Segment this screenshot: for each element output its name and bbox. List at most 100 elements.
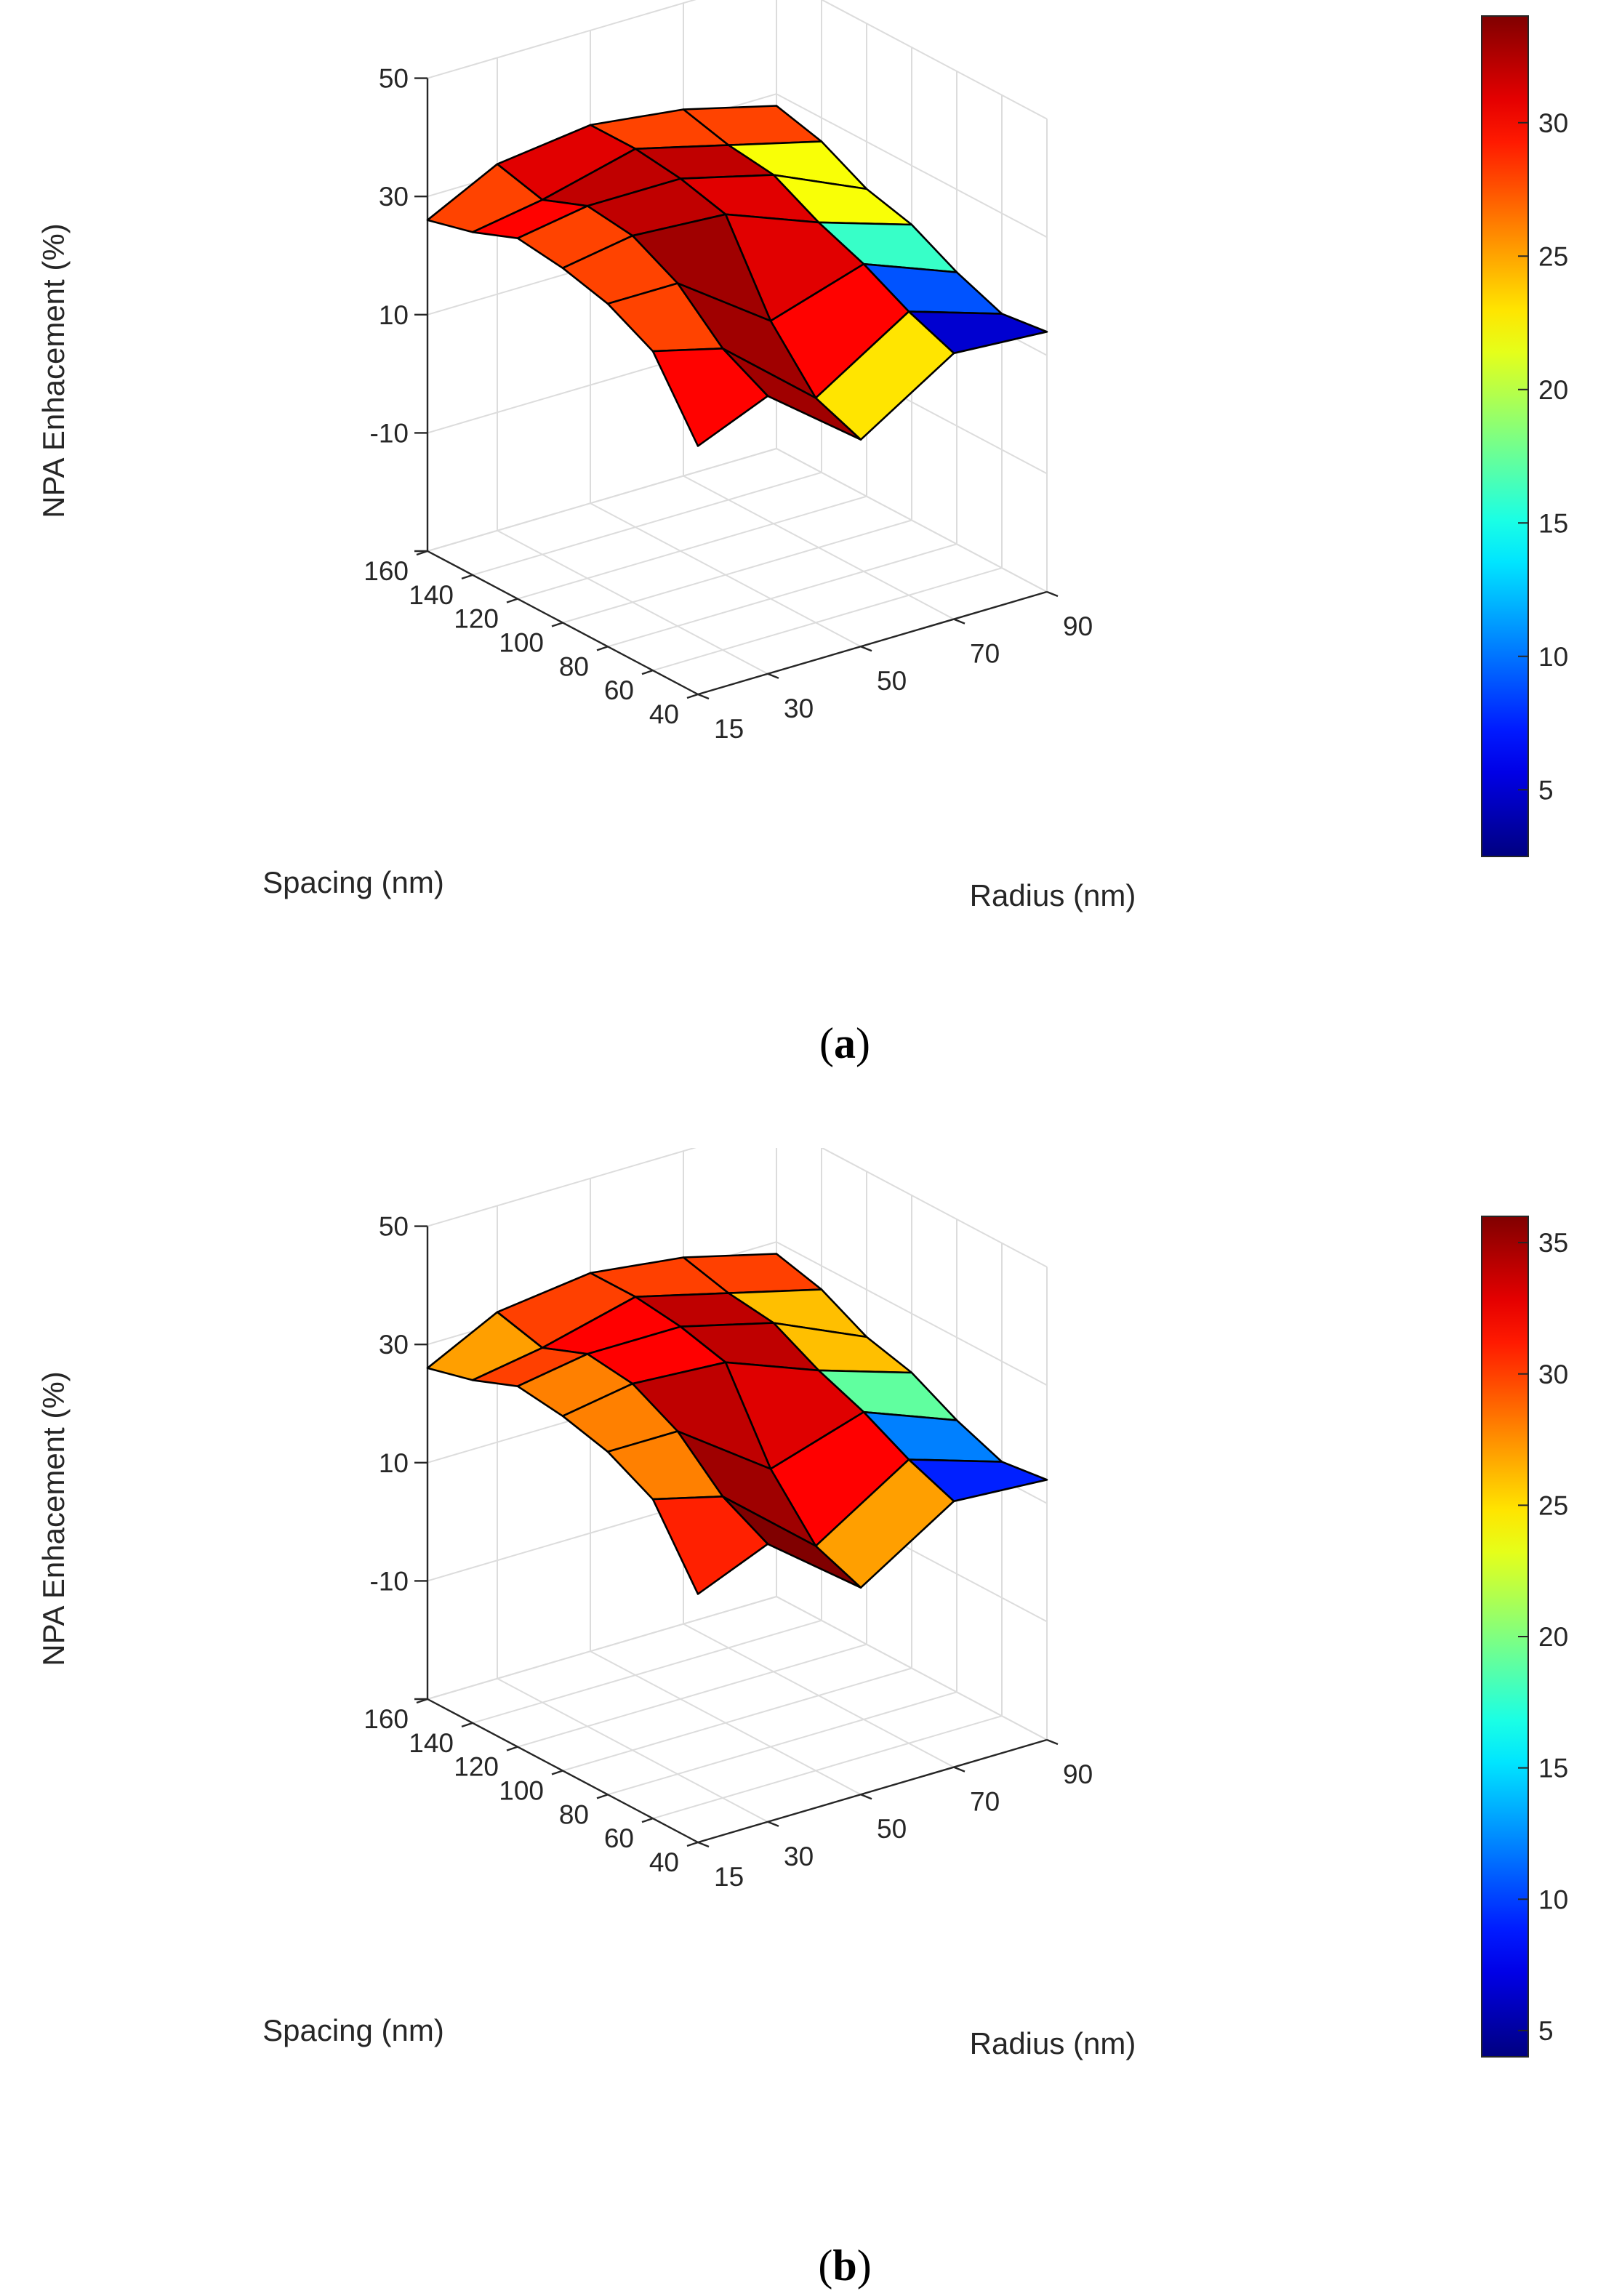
radius-tick-mark — [953, 618, 965, 625]
spacing-tick-label: 40 — [649, 1847, 679, 1877]
radius-tick-mark — [767, 673, 779, 679]
radius-tick-label: 30 — [784, 1842, 814, 1871]
colorbar: 35 30 25 20 15 10 5 — [1481, 1216, 1568, 2058]
radius-tick-label: 50 — [877, 666, 907, 696]
caption-letter: a — [834, 1019, 856, 1067]
colorbar-tick-label: 15 — [1538, 1754, 1568, 1783]
spacing-axis-title: Spacing (nm) — [262, 865, 444, 899]
radius-tick-label: 50 — [877, 1814, 907, 1844]
radius-tick-label: 90 — [1063, 611, 1093, 641]
colorbar-gradient — [1481, 15, 1529, 857]
z-tick-label: 50 — [379, 64, 409, 94]
z-tick-label: 10 — [379, 300, 409, 330]
z-axis-title: NPA Enhacement (%) — [36, 1371, 71, 1666]
radius-tick-mark — [767, 1821, 779, 1827]
z-tick-label: -10 — [370, 1566, 409, 1596]
colorbar-tick-label: 30 — [1538, 108, 1568, 138]
caption-letter: b — [832, 2241, 856, 2289]
colorbar-tick-label: 30 — [1538, 1360, 1568, 1389]
grid-line — [652, 567, 1003, 672]
radius-tick-mark — [697, 693, 710, 700]
radius-tick-mark — [1046, 1738, 1059, 1746]
grid-line — [607, 543, 957, 648]
spacing-tick-mark — [641, 670, 654, 675]
spacing-tick-mark — [686, 693, 699, 699]
colorbar: 30 25 20 15 10 5 — [1481, 15, 1568, 857]
colorbar-tick-label: 25 — [1538, 1490, 1568, 1520]
radius-tick-label: 70 — [970, 1787, 1000, 1817]
grid-line — [427, 448, 777, 552]
grid-line — [472, 471, 822, 576]
colorbar-tick-label: 25 — [1538, 241, 1568, 271]
spacing-tick-label: 120 — [454, 1752, 499, 1782]
grid-line — [562, 519, 912, 624]
radius-tick-mark — [860, 1794, 872, 1800]
surface — [426, 1253, 1048, 1595]
colorbar-tick-label: 20 — [1538, 1622, 1568, 1652]
radius-tick-label: 90 — [1063, 1759, 1093, 1789]
spacing-tick-mark — [416, 1698, 428, 1704]
spacing-tick-label: 140 — [409, 1728, 454, 1758]
radius-axis-line — [697, 590, 1048, 696]
spacing-tick-mark — [461, 1722, 473, 1727]
radius-tick-label: 15 — [714, 714, 744, 744]
spacing-tick-label: 100 — [499, 628, 544, 658]
grid-line — [517, 495, 867, 600]
spacing-tick-mark — [641, 1818, 654, 1823]
surface-patch — [651, 347, 769, 447]
spacing-tick-mark — [596, 646, 609, 651]
colorbar-tick-label: 10 — [1538, 1884, 1568, 1914]
spacing-tick-mark — [506, 1746, 518, 1751]
grid-line — [652, 1715, 1003, 1820]
grid-line — [427, 1148, 696, 1227]
grid-line — [776, 93, 1048, 238]
grid-line — [427, 1596, 777, 1700]
grid-line — [427, 0, 696, 79]
z-tick-label: 50 — [379, 1212, 409, 1242]
radius-tick-mark — [1046, 590, 1059, 598]
z-tick-label: 30 — [379, 182, 409, 212]
spacing-tick-label: 120 — [454, 604, 499, 634]
colorbar-tick-label: 5 — [1538, 775, 1554, 805]
spacing-tick-mark — [596, 1794, 609, 1799]
radius-tick-label: 70 — [970, 639, 1000, 669]
radius-tick-label: 15 — [714, 1862, 744, 1892]
grid-line — [820, 1148, 1048, 1268]
z-tick-label: 10 — [379, 1448, 409, 1478]
spacing-tick-mark — [551, 1770, 563, 1775]
spacing-tick-label: 80 — [559, 651, 589, 681]
surface-patch — [651, 1495, 769, 1595]
spacing-tick-mark — [686, 1841, 699, 1847]
figure-caption: (a) — [819, 1019, 870, 1067]
grid-line — [776, 1241, 1048, 1386]
figure-caption: (b) — [818, 2241, 871, 2289]
colorbar-tick-label: 10 — [1538, 642, 1568, 672]
z-tick-label: 30 — [379, 1330, 409, 1360]
radius-tick-mark — [697, 1841, 710, 1848]
spacing-tick-label: 40 — [649, 699, 679, 729]
colorbar-tick-label: 5 — [1538, 2016, 1554, 2046]
grid-line — [472, 1619, 822, 1724]
colorbar-tick-label: 20 — [1538, 375, 1568, 405]
radius-axis-line — [697, 1738, 1048, 1844]
radius-axis-title: Radius (nm) — [970, 2026, 1136, 2060]
radius-tick-mark — [953, 1766, 965, 1773]
spacing-tick-label: 160 — [364, 1704, 409, 1734]
z-axis-title: NPA Enhacement (%) — [36, 223, 71, 518]
grid-line — [517, 1643, 867, 1748]
surface — [426, 105, 1048, 447]
spacing-tick-mark — [416, 550, 428, 556]
spacing-tick-label: 60 — [604, 1823, 634, 1853]
grid-line — [562, 1667, 912, 1772]
spacing-tick-mark — [506, 598, 518, 603]
chart-panel-a: 50 30 10 -10 160 140 120 100 80 60 40 15 30 50 70 90 NPA… — [36, 0, 1568, 1067]
spacing-tick-label: 100 — [499, 1776, 544, 1806]
chart-panel-b: 50 30 10 -10 160 140 120 100 80 60 40 15 30 50 70 90 NPA… — [0, 1148, 1614, 2296]
colorbar-tick-label: 15 — [1538, 508, 1568, 538]
spacing-tick-mark — [461, 574, 473, 579]
z-tick-label: -10 — [370, 418, 409, 448]
